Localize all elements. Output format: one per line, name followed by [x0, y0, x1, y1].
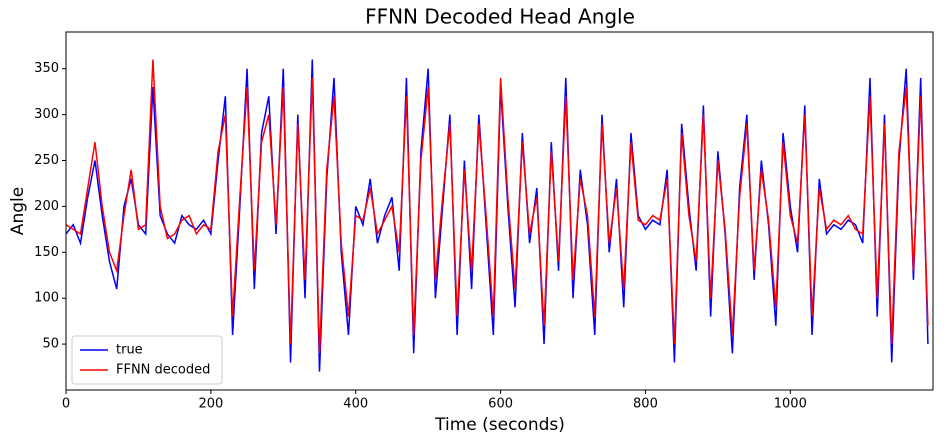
x-tick-label: 1000 — [774, 397, 807, 412]
x-tick-label: 0 — [62, 397, 70, 412]
y-axis-label: Angle — [8, 187, 28, 235]
legend-label: FFNN decoded — [116, 363, 210, 378]
x-tick-label: 200 — [198, 397, 223, 412]
y-tick-label: 250 — [34, 153, 59, 168]
x-tick-label: 600 — [488, 397, 513, 412]
legend-box — [71, 335, 223, 385]
y-tick-label: 350 — [34, 61, 59, 76]
chart-title: FFNN Decoded Head Angle — [365, 5, 635, 29]
x-axis-label: Time (seconds) — [434, 415, 565, 435]
y-tick-label: 50 — [42, 337, 59, 352]
y-tick-label: 150 — [34, 245, 59, 260]
plot-frame — [65, 31, 934, 391]
y-tick-label: 200 — [34, 199, 59, 214]
y-tick-label: 300 — [34, 107, 59, 122]
line-series — [65, 59, 929, 354]
x-tick-label: 800 — [633, 397, 658, 412]
y-tick-label: 100 — [34, 291, 59, 306]
legend-label: true — [116, 343, 143, 358]
x-tick-label: 400 — [343, 397, 368, 412]
